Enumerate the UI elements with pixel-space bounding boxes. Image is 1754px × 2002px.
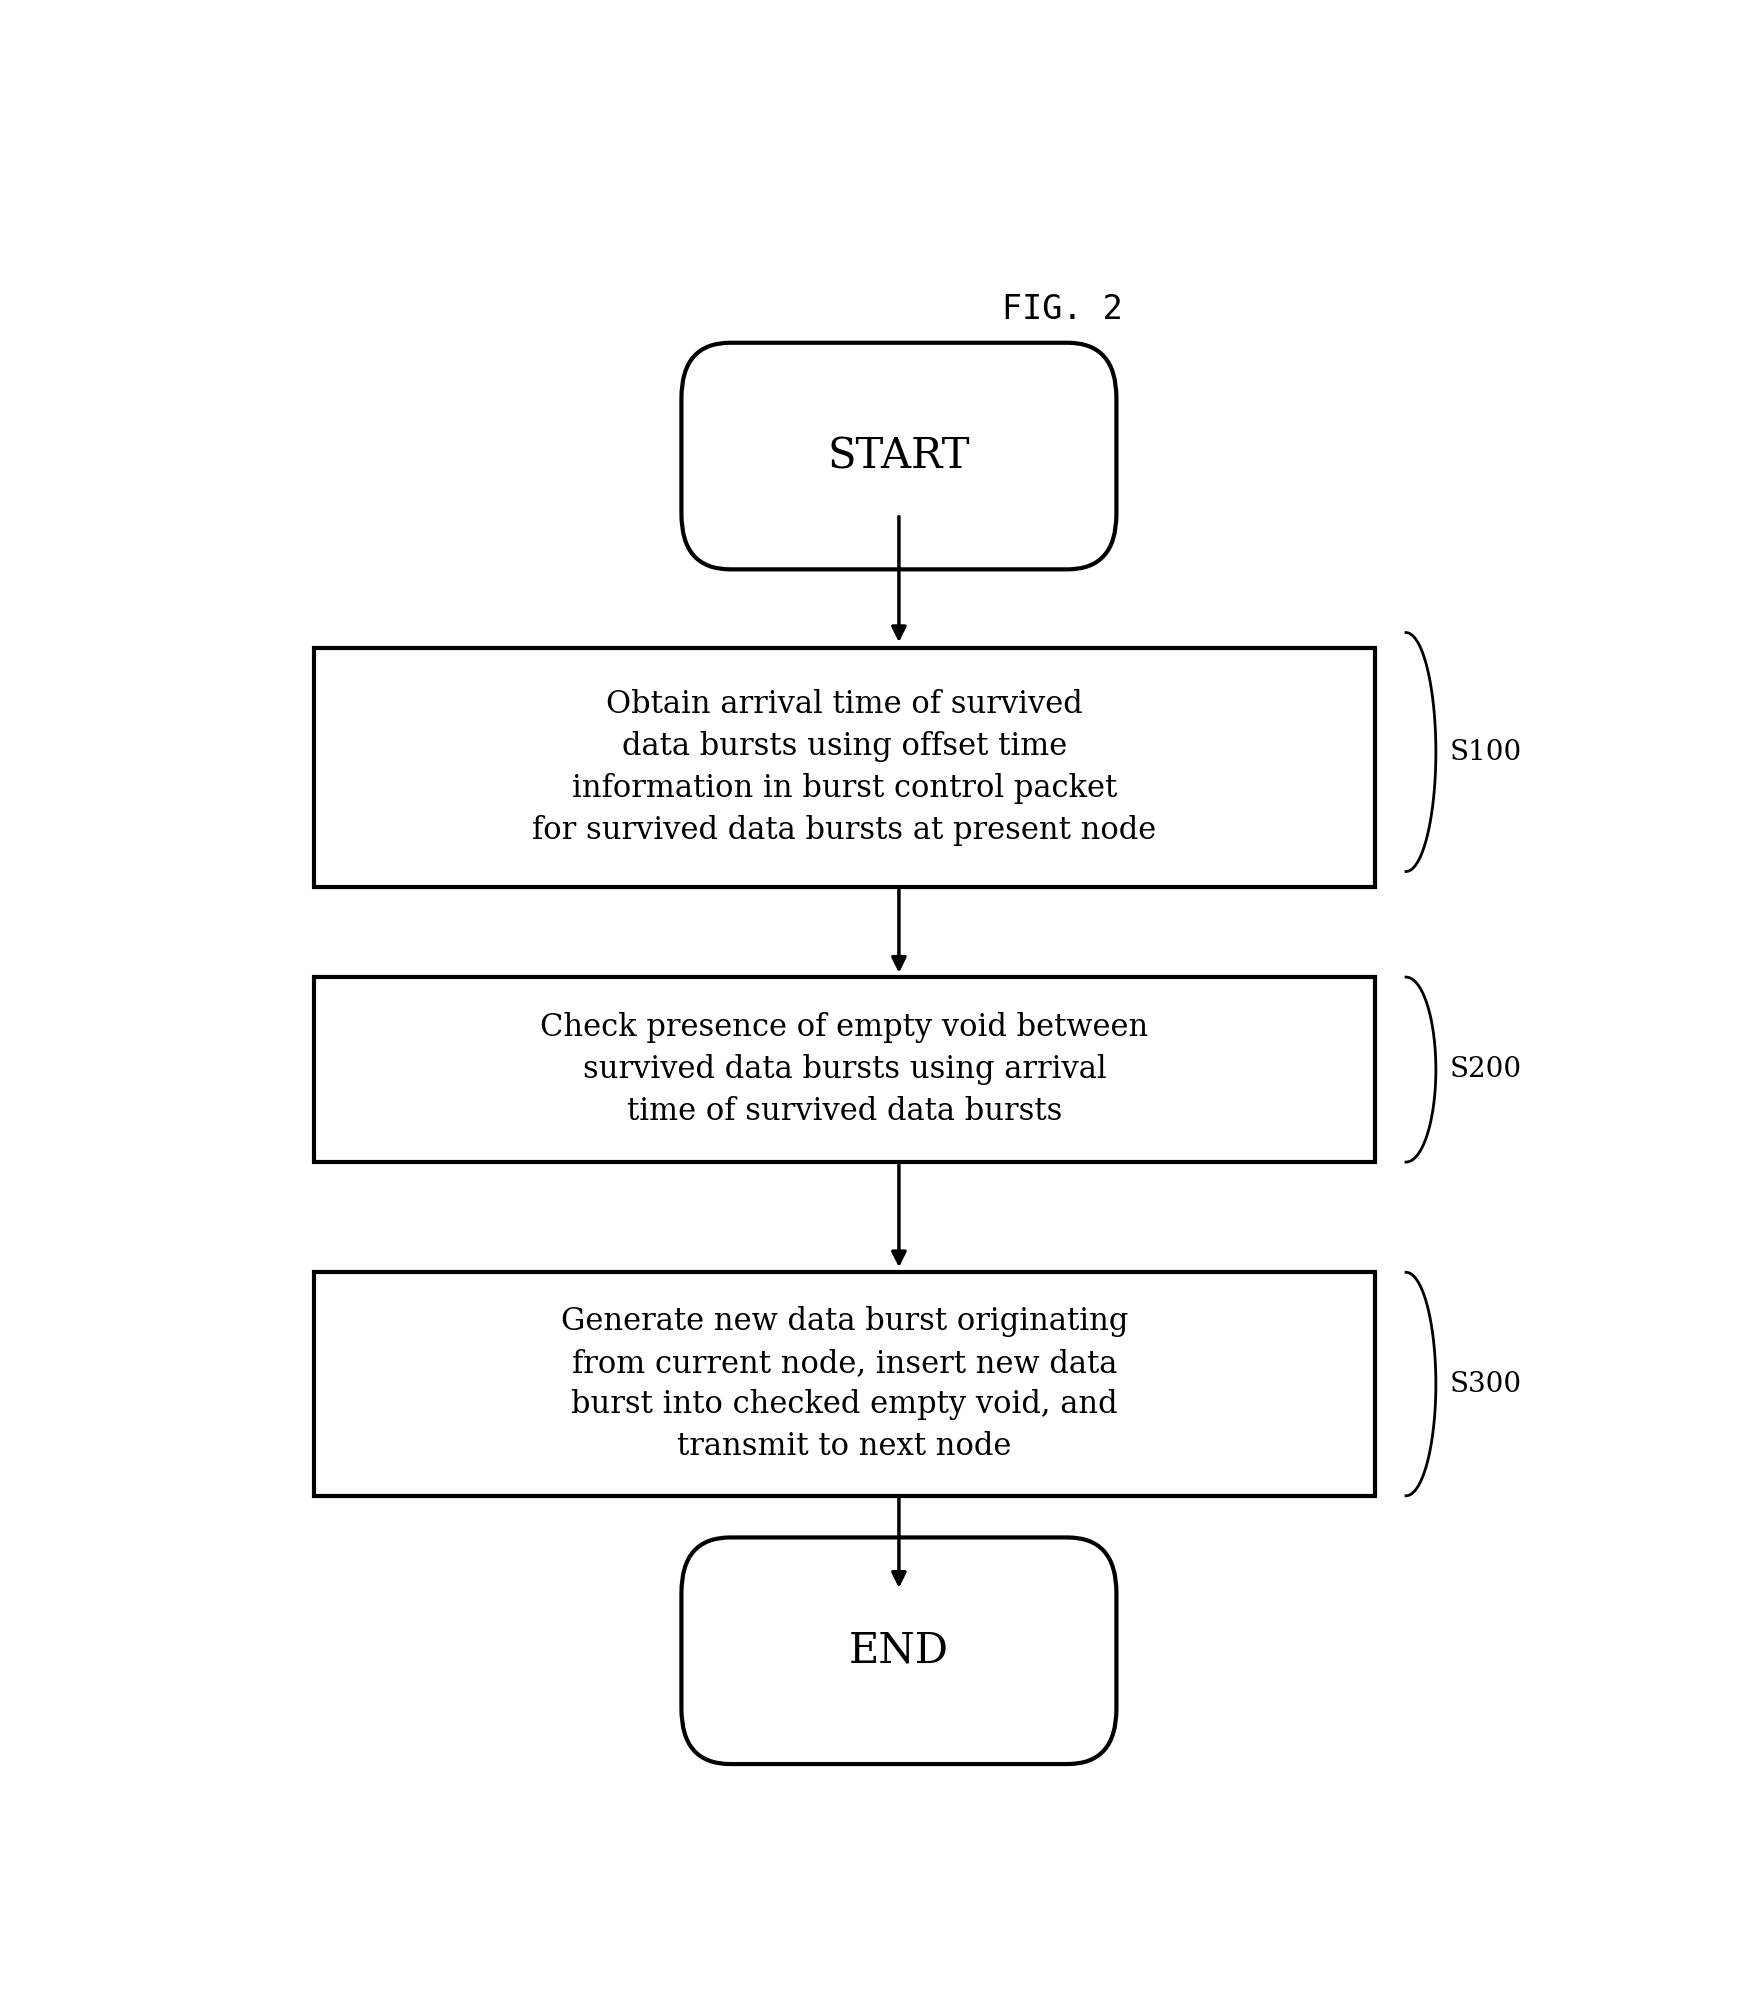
Text: END: END — [849, 1630, 949, 1672]
Text: S200: S200 — [1449, 1057, 1521, 1083]
FancyBboxPatch shape — [314, 977, 1375, 1161]
FancyBboxPatch shape — [314, 1273, 1375, 1495]
FancyBboxPatch shape — [682, 342, 1116, 569]
Text: START: START — [828, 434, 970, 476]
Text: Check presence of empty void between
survived data bursts using arrival
time of : Check presence of empty void between sur… — [540, 1013, 1149, 1127]
Text: S100: S100 — [1449, 739, 1522, 765]
Text: S300: S300 — [1449, 1371, 1521, 1397]
Text: Generate new data burst originating
from current node, insert new data
burst int: Generate new data burst originating from… — [561, 1305, 1128, 1461]
FancyBboxPatch shape — [682, 1538, 1116, 1764]
Text: Obtain arrival time of survived
data bursts using offset time
information in bur: Obtain arrival time of survived data bur… — [533, 689, 1156, 845]
Text: FIG. 2: FIG. 2 — [1002, 292, 1123, 326]
FancyBboxPatch shape — [314, 649, 1375, 887]
